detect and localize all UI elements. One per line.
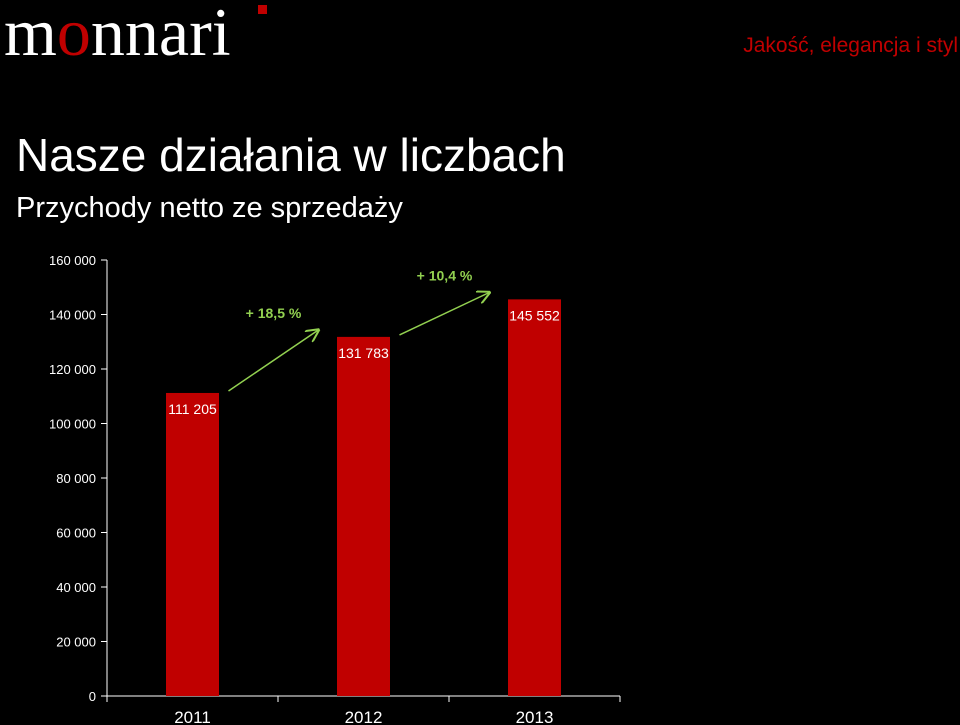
- x-tick-label: 2013: [516, 708, 554, 725]
- logo-accent-dot: [258, 5, 267, 14]
- y-tick-label: 80 000: [56, 471, 96, 486]
- growth-arrow: [399, 292, 490, 336]
- y-tick-label: 100 000: [49, 417, 96, 432]
- y-tick-label: 60 000: [56, 526, 96, 541]
- tagline: Jakość, elegancja i styl: [743, 34, 958, 57]
- chart-bars: [166, 299, 561, 696]
- bar-value-label: 111 205: [168, 401, 217, 417]
- growth-label: + 10,4 %: [417, 267, 473, 283]
- slide-title: Nasze działania w liczbach: [16, 129, 566, 181]
- growth-arrow: [228, 330, 319, 392]
- bar-2012: [337, 336, 390, 696]
- bar-2013: [508, 299, 561, 696]
- x-tick-label: 2012: [345, 708, 383, 725]
- brand-logo: monnari: [4, 0, 231, 72]
- growth-label: + 18,5 %: [246, 305, 302, 321]
- bar-value-label: 145 552: [509, 307, 560, 323]
- x-tick-label: 2011: [174, 708, 211, 725]
- growth-annotations: + 18,5 % + 10,4 %: [228, 267, 490, 392]
- y-tick-label: 140 000: [49, 308, 96, 323]
- slide-subtitle: Przychody netto ze sprzedaży: [16, 192, 403, 224]
- y-tick-label: 0: [89, 689, 96, 704]
- bar-2011: [166, 392, 219, 696]
- bar-value-label: 131 783: [338, 345, 389, 361]
- chart-axes: 0 20 000 40 000 60 000 80 000 100 000 120 000 1…: [49, 253, 621, 704]
- logo-text: monnari: [4, 0, 231, 70]
- y-tick-label: 160 000: [49, 253, 96, 268]
- y-tick-label: 40 000: [56, 580, 96, 595]
- chart-labels: 111 205 2011 131 783 2012 145 552 2013: [168, 307, 560, 725]
- y-tick-label: 120 000: [49, 362, 96, 377]
- y-tick-label: 20 000: [56, 635, 96, 650]
